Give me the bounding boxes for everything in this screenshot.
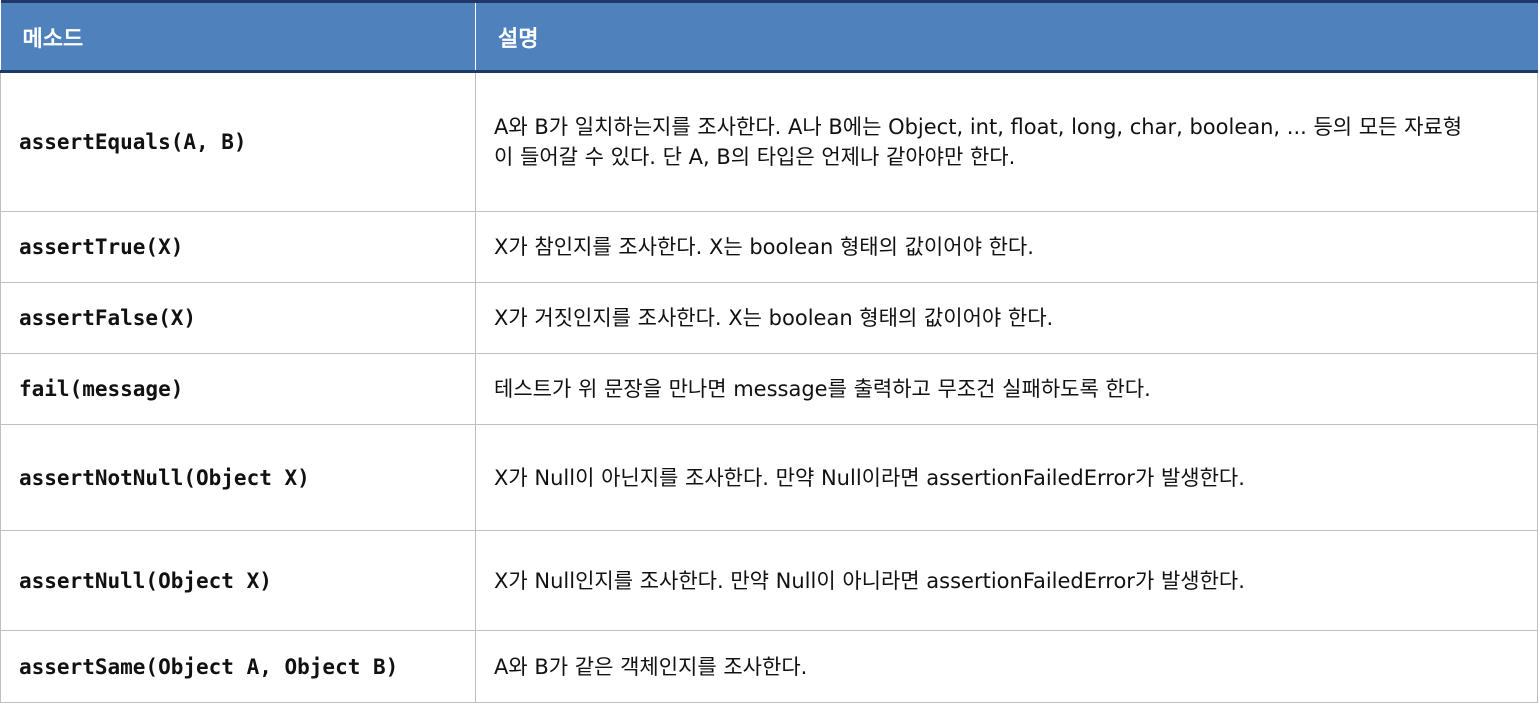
table-header: 메소드 설명	[0, 0, 1538, 73]
description-cell: X가 Null인지를 조사한다. 만약 Null이 아니라면 assertion…	[475, 530, 1538, 631]
header-method: 메소드	[0, 0, 476, 73]
header-description: 설명	[475, 0, 1538, 73]
description-cell: X가 Null이 아닌지를 조사한다. 만약 Null이라면 assertion…	[475, 424, 1538, 531]
table-row: fail(message) 테스트가 위 문장을 만나면 message를 출력…	[0, 353, 1538, 425]
method-cell: assertNull(Object X)	[0, 530, 476, 631]
method-cell: assertFalse(X)	[0, 282, 476, 354]
method-cell: assertSame(Object A, Object B)	[0, 630, 476, 703]
header-row: 메소드 설명	[0, 0, 1538, 73]
table-body: assertEquals(A, B) A와 B가 일치하는지를 조사한다. A나…	[0, 71, 1538, 703]
table-row: assertNull(Object X) X가 Null인지를 조사한다. 만약…	[0, 530, 1538, 631]
description-cell: A와 B가 일치하는지를 조사한다. A나 B에는 Object, int, f…	[475, 71, 1538, 212]
table-row: assertFalse(X) X가 거짓인지를 조사한다. X는 boolean…	[0, 282, 1538, 354]
description-cell: 테스트가 위 문장을 만나면 message를 출력하고 무조건 실패하도록 한…	[475, 353, 1538, 425]
method-cell: assertEquals(A, B)	[0, 71, 476, 212]
table-row: assertEquals(A, B) A와 B가 일치하는지를 조사한다. A나…	[0, 71, 1538, 212]
description-cell: A와 B가 같은 객체인지를 조사한다.	[475, 630, 1538, 703]
method-cell: fail(message)	[0, 353, 476, 425]
method-cell: assertTrue(X)	[0, 211, 476, 283]
table-row: assertNotNull(Object X) X가 Null이 아닌지를 조사…	[0, 424, 1538, 531]
description-cell: X가 거짓인지를 조사한다. X는 boolean 형태의 값이어야 한다.	[475, 282, 1538, 354]
table-row: assertSame(Object A, Object B) A와 B가 같은 …	[0, 630, 1538, 703]
table-row: assertTrue(X) X가 참인지를 조사한다. X는 boolean 형…	[0, 211, 1538, 283]
method-cell: assertNotNull(Object X)	[0, 424, 476, 531]
description-cell: X가 참인지를 조사한다. X는 boolean 형태의 값이어야 한다.	[475, 211, 1538, 283]
